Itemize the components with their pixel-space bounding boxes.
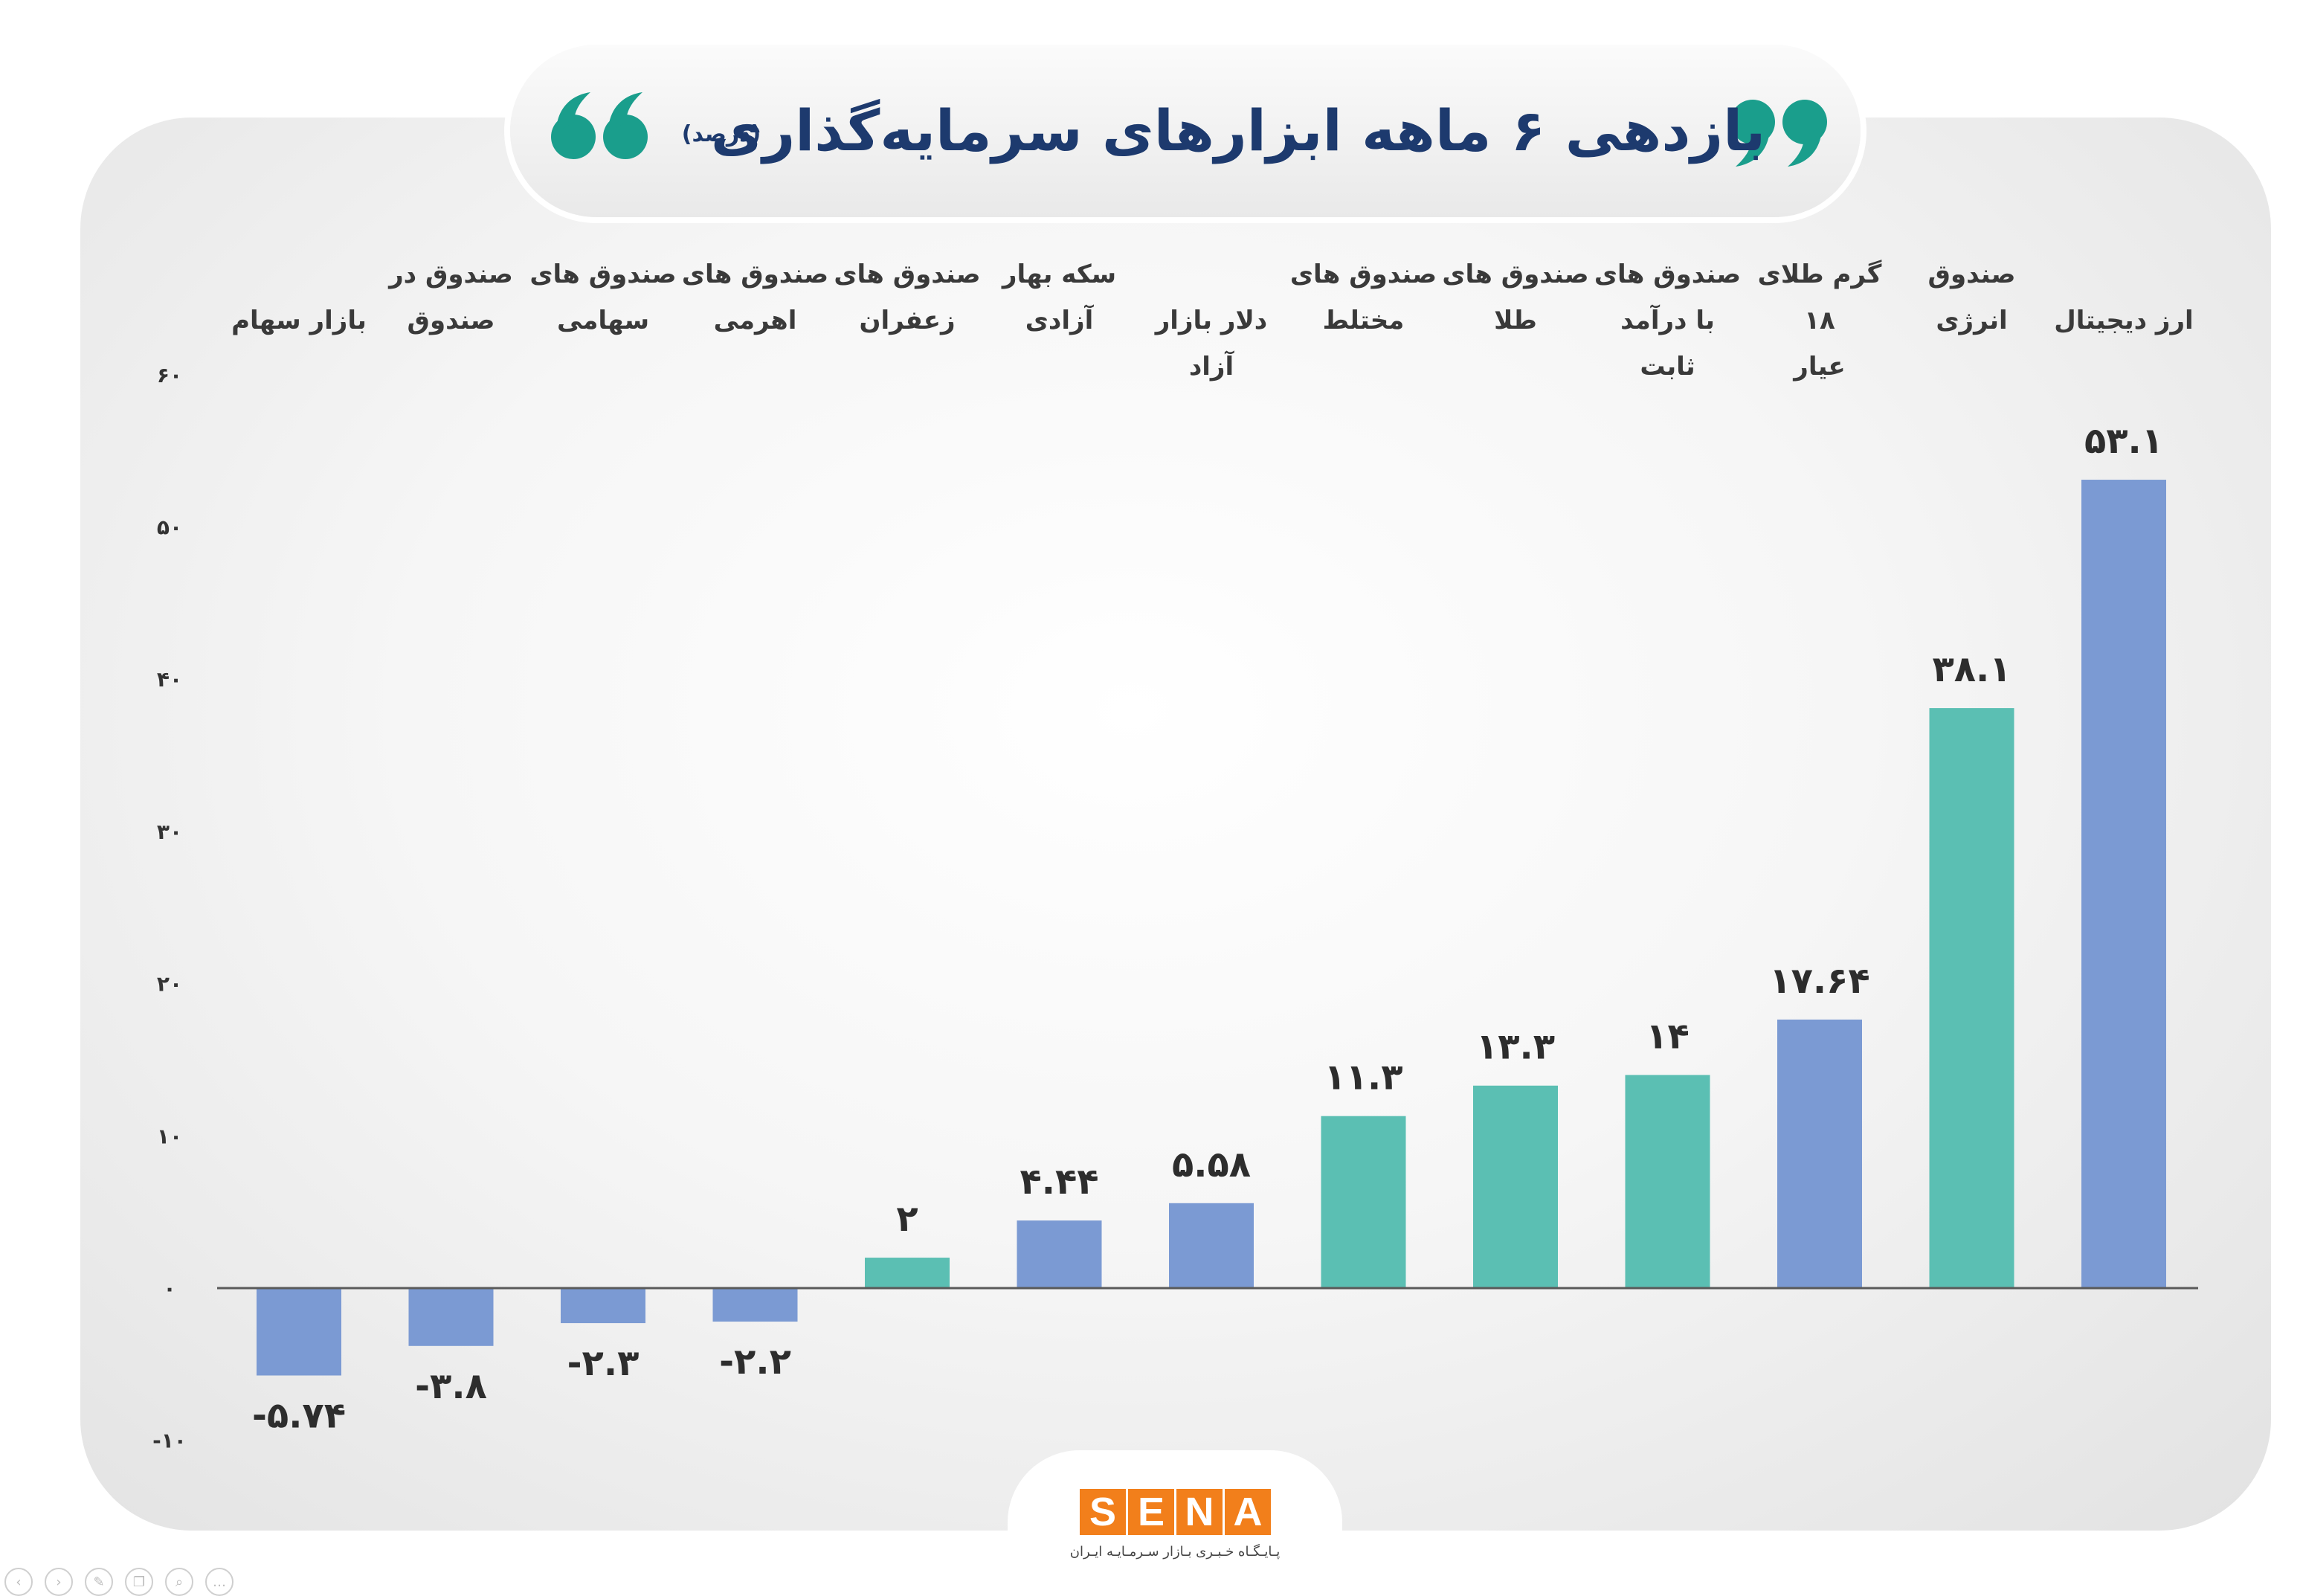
category-label: صندوق های سهامی: [525, 251, 681, 344]
more-icon[interactable]: …: [205, 1568, 233, 1596]
logo-subtitle: پـایـگـاه خـبـری بـازار سـرمـایـه ایـران: [1069, 1544, 1281, 1560]
category-label: صندوق در صندوق: [373, 251, 529, 344]
category-label: صندوق های با درآمد ثابت: [1590, 251, 1746, 390]
category-label-line: صندوق های: [681, 260, 829, 289]
category-label-line: اهرمی: [713, 306, 797, 335]
title-banner: [510, 45, 1861, 217]
chart-unit: (درصد): [681, 120, 761, 147]
category-label-line: سهامی: [556, 306, 650, 335]
next-icon[interactable]: ›: [45, 1568, 73, 1596]
y-tick-label: ۳۰: [157, 820, 182, 844]
bar: [1929, 708, 2014, 1288]
category-label: سکه بهار آزادی: [982, 251, 1138, 344]
y-tick-label: -۱۰: [152, 1429, 187, 1453]
bar: [1169, 1203, 1254, 1288]
category-label-line: دلار بازار آزاد: [1155, 306, 1268, 382]
bar: [1625, 1075, 1710, 1288]
logo-letter: S: [1080, 1489, 1126, 1535]
category-label: صندوق انرژی: [1894, 251, 2050, 344]
bar-value-label: -۲.۳: [567, 1342, 640, 1384]
category-label-line: با درآمد ثابت: [1620, 306, 1715, 382]
quote-open-icon: [551, 92, 648, 159]
bar-value-label: ۱۳.۳: [1476, 1026, 1555, 1068]
bar-value-label: ۱۷.۶۴: [1769, 960, 1869, 1002]
bar-value-label: ۱۱.۳: [1324, 1057, 1402, 1098]
pen-icon[interactable]: ✎: [85, 1568, 113, 1596]
category-label-line: سکه بهار: [1002, 260, 1117, 289]
category-label-line: زعفران: [859, 306, 956, 335]
viewer-toolbar: ‹ › ✎ ❐ ⌕ …: [0, 1568, 233, 1596]
copy-icon[interactable]: ❐: [125, 1568, 153, 1596]
category-label-line: صندوق های: [1594, 260, 1742, 289]
category-label: صندوق های زعفران: [829, 251, 985, 344]
category-label: صندوق های طلا: [1437, 251, 1594, 344]
bar-value-label: -۵.۷۴: [252, 1394, 346, 1436]
category-label-line: صندوق در: [389, 260, 513, 289]
category-label-line: انرژی: [1936, 306, 2008, 335]
category-label-line: عیار: [1794, 352, 1846, 382]
bar: [1017, 1220, 1102, 1288]
category-label: گرم طلای ۱۸ عیار: [1742, 251, 1898, 390]
category-label: صندوق های مختلط: [1286, 251, 1442, 344]
y-tick-label: ۱۰: [157, 1124, 182, 1148]
bar: [1777, 1019, 1862, 1288]
category-label-line: ارز دیجیتال: [2054, 306, 2194, 335]
bar-value-label: -۳.۸: [415, 1365, 487, 1407]
category-label-line: صندوق: [1927, 260, 2016, 289]
bar: [712, 1288, 798, 1322]
category-label: صندوق های اهرمی: [677, 251, 834, 344]
category-label-line: بازار سهام: [231, 306, 367, 335]
category-label-line: صندوق های: [529, 260, 677, 289]
category-label-line: طلا: [1494, 306, 1537, 335]
bar: [865, 1258, 950, 1288]
bar: [408, 1288, 494, 1346]
zoom-icon[interactable]: ⌕: [165, 1568, 193, 1596]
y-tick-label: ۶۰: [157, 363, 182, 387]
category-label: ارز دیجیتال: [2046, 297, 2202, 344]
previous-icon[interactable]: ‹: [4, 1568, 33, 1596]
chart-title: بازدهی ۶ ماهه ابزارهای سرمایه‌گذاری: [710, 97, 1766, 164]
category-label: دلار بازار آزاد: [1133, 297, 1289, 390]
category-label-line: صندوق های: [834, 260, 981, 289]
category-label-line: صندوق: [407, 306, 495, 335]
category-label-line: صندوق های: [1289, 260, 1437, 289]
category-label: بازار سهام: [221, 297, 377, 344]
y-tick-label: ۴۰: [157, 667, 182, 692]
bar-value-label: -۲.۲: [719, 1341, 791, 1383]
y-tick-label: ۰: [163, 1276, 175, 1301]
bar-value-label: ۱۴: [1646, 1015, 1690, 1057]
logo-badge: [1008, 1450, 1342, 1595]
category-label-line: آزادی: [1025, 306, 1094, 335]
bar-value-label: ۵۳.۱: [2084, 420, 2163, 462]
bar: [561, 1288, 645, 1324]
bar: [2081, 480, 2166, 1289]
bar: [1321, 1116, 1406, 1288]
bar-value-label: ۴.۴۴: [1020, 1161, 1098, 1203]
sena-logo: S E N A: [1080, 1489, 1271, 1535]
logo-letter: N: [1176, 1489, 1223, 1535]
bar-value-label: ۵.۵۸: [1172, 1144, 1251, 1185]
bar: [257, 1288, 341, 1376]
logo-letter: E: [1128, 1489, 1174, 1535]
y-tick-label: ۲۰: [157, 972, 182, 997]
category-label-line: صندوق های: [1442, 260, 1589, 289]
category-label-line: مختلط: [1322, 306, 1405, 335]
y-tick-label: ۵۰: [157, 515, 182, 540]
quote-close-icon: [1730, 100, 1827, 167]
logo-letter: A: [1225, 1489, 1271, 1535]
bar: [1473, 1085, 1558, 1288]
bar-value-label: ۲: [896, 1198, 918, 1240]
category-label-line: گرم طلای ۱۸: [1757, 260, 1882, 335]
bar-value-label: ۳۸.۱: [1932, 649, 2011, 690]
